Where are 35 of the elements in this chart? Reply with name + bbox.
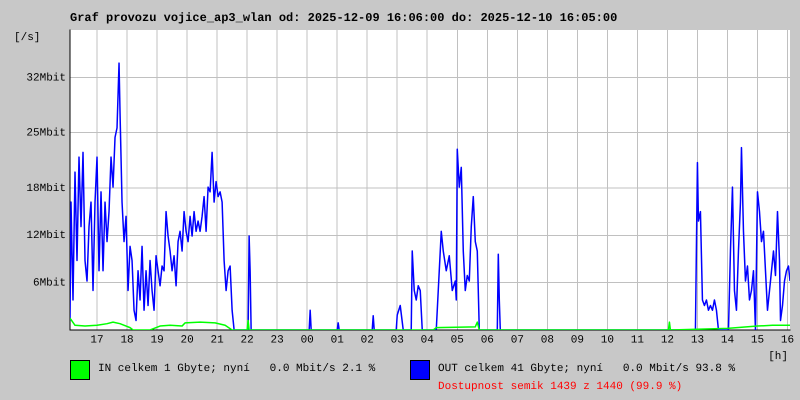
y-tick-label: 25Mbit [26,128,66,140]
x-tick-label: 04 [420,334,434,347]
x-tick-label: 22 [240,334,254,347]
x-tick-label: 08 [540,334,554,347]
y-tick-label: 32Mbit [26,72,66,84]
x-tick-label: 19 [150,334,164,347]
x-tick-label: 23 [270,334,284,347]
x-tick-label: 11 [630,334,644,347]
chart-title: Graf provozu vojice_ap3_wlan od: 2025-12-09 16:06:00 do: 2025-12-10 16:05:00 [70,11,618,26]
x-tick-label: 15 [750,334,764,347]
x-tick-label: 03 [390,334,404,347]
x-tick-label: 17 [90,334,104,347]
x-tick-label: 00 [300,334,314,347]
y-tick-label: 18Mbit [26,182,66,195]
x-tick-label: 13 [690,334,704,347]
x-tick-label: 18 [120,334,134,347]
x-tick-label: 07 [510,334,524,347]
y-tick-label: 12Mbit [26,230,66,242]
x-tick-label: 12 [660,334,674,347]
y-axis-title: [/s] [14,32,40,44]
x-tick-label: 16 [780,334,794,347]
legend-label: IN celkem 1 Gbyte; nyní 0.0 Mbit/s 2.1 % [98,362,376,375]
x-tick-label: 02 [360,334,374,347]
x-tick-label: 20 [180,334,194,347]
y-tick-label: 6Mbit [32,278,66,290]
x-tick-label: 01 [330,334,344,347]
x-tick-label: 05 [450,334,464,347]
x-tick-label: 21 [210,334,224,347]
x-tick-label: 09 [570,334,584,347]
x-tick-label: 10 [600,334,614,347]
text: Dostupnost semik 1439 z 1440 (99.9 %) [438,380,682,393]
legend-label: OUT celkem 41 Gbyte; nyní 0.0 Mbit/s 93.8 % [438,362,736,375]
x-tick-label: 06 [480,334,494,347]
x-axis-title: [h] [768,350,788,363]
x-tick-label: 14 [720,334,734,347]
